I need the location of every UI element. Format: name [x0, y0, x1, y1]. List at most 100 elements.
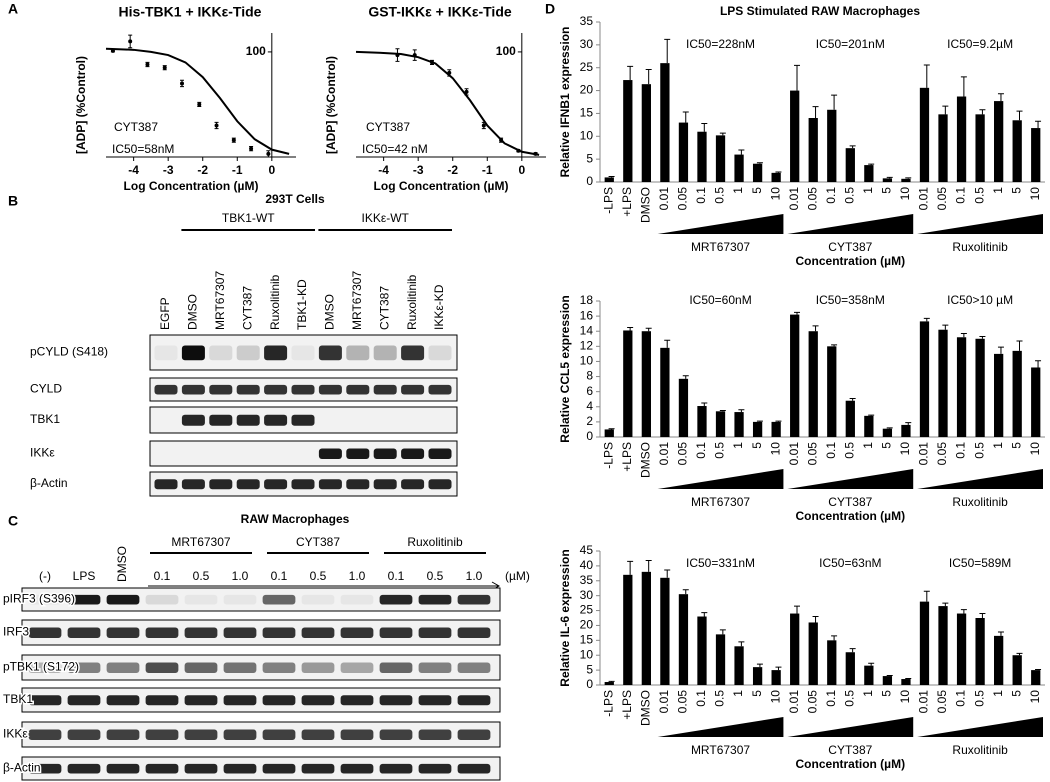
blot-band [340, 729, 374, 740]
error-bar [1035, 120, 1042, 129]
bar [641, 571, 651, 685]
bar [771, 670, 781, 685]
blot-band [379, 594, 413, 605]
y-tick-label: 18 [580, 293, 594, 307]
blot-band [184, 662, 218, 673]
x-tick-label: -4 [378, 163, 389, 177]
x-tick-label: 0.5 [713, 187, 727, 204]
data-point [464, 89, 469, 94]
blot-box [21, 587, 501, 612]
blot-band [209, 384, 233, 395]
bar [678, 122, 689, 182]
blot-band [457, 627, 491, 638]
annotation: IC50=201nM [816, 37, 885, 51]
bar [771, 421, 781, 437]
error-bar [627, 560, 634, 575]
bar [975, 618, 985, 685]
lane-label: DMSO [323, 294, 337, 330]
blot-band [264, 479, 288, 490]
data-point [231, 138, 236, 143]
blot-band [301, 662, 335, 673]
data-point [249, 146, 254, 151]
group-label: MRT67307 [691, 743, 750, 757]
y-tick-label: 8 [586, 369, 593, 383]
lane-label: CYT387 [240, 286, 254, 330]
x-tick-label: -3 [413, 163, 424, 177]
x-tick-label: 1 [861, 690, 875, 697]
blot-band [346, 345, 370, 361]
blot-band [223, 594, 257, 605]
row-label: β-Actin [30, 476, 68, 490]
y-tick-label: 45 [580, 543, 594, 557]
panel-letter: A [8, 1, 18, 17]
data-point [197, 102, 202, 107]
x-tick-label: 0.05 [935, 187, 949, 211]
y-tick-label: 5 [586, 662, 593, 676]
lane-group-label: IKKε-WT [362, 211, 410, 225]
bar [827, 640, 837, 685]
x-tick-label: 1 [991, 187, 1005, 194]
x-tick-label: 0.1 [824, 187, 838, 204]
blot-band [401, 345, 425, 361]
x-tick-label: 10 [1028, 690, 1042, 704]
error-bar [997, 346, 1004, 354]
data-point [412, 53, 417, 58]
error-bar [979, 336, 986, 339]
y-tick-label: 14 [580, 323, 594, 337]
blot-band [264, 448, 288, 459]
blot-band [28, 594, 62, 605]
annotation: IC50>10 µM [947, 293, 1013, 307]
bar [1031, 367, 1041, 437]
row-label: TBK1 [3, 692, 33, 706]
error-bar [812, 325, 819, 332]
unit-label: (µM) [505, 569, 530, 583]
blot-band [209, 345, 233, 361]
error-bar [775, 420, 782, 422]
x-tick-label: 5 [880, 187, 894, 194]
row-label: IKKε [30, 446, 55, 460]
group-label: CYT387 [828, 495, 872, 509]
x-tick-label: 0.01 [657, 187, 671, 211]
error-bar [719, 410, 726, 412]
blot-band [145, 594, 179, 605]
bar [845, 148, 855, 182]
error-bar [775, 666, 782, 671]
blot-band [209, 479, 233, 490]
error-bar [794, 64, 801, 91]
blot-band [223, 763, 257, 774]
x-tick-label: -LPS [601, 690, 615, 717]
row-label: IRF3 [3, 625, 29, 639]
group-label: Ruxolitinib [952, 743, 1008, 757]
x-tick-label: 0.05 [676, 187, 690, 211]
error-bar [756, 420, 763, 422]
error-bar [701, 402, 708, 407]
blot-band [181, 384, 205, 395]
x-tick-label: 0.1 [954, 442, 968, 459]
error-bar [1035, 360, 1042, 368]
dose-wedge [657, 717, 784, 737]
data-point [162, 65, 167, 70]
bar [938, 114, 948, 182]
bar [790, 314, 800, 437]
blot-band [318, 479, 342, 490]
x-tick-label: 1 [861, 442, 875, 449]
blot-band [318, 414, 342, 426]
blot-band [373, 414, 397, 426]
blot-band [346, 384, 370, 395]
error-bar [979, 109, 986, 115]
blot-band [418, 627, 452, 638]
y-tick-label: 0 [586, 174, 593, 188]
blot-band [184, 627, 218, 638]
y-tick-label: 35 [580, 573, 594, 587]
blot-band [457, 763, 491, 774]
data-point [481, 123, 486, 128]
x-tick-label: 0.01 [917, 442, 931, 466]
bar [660, 577, 670, 685]
lane-label: IKKε-KD [432, 284, 446, 330]
bar [845, 400, 855, 437]
bar [901, 424, 911, 437]
error-bar [868, 414, 875, 416]
x-tick-label: 1 [731, 690, 745, 697]
group-label: MRT67307 [691, 240, 750, 254]
